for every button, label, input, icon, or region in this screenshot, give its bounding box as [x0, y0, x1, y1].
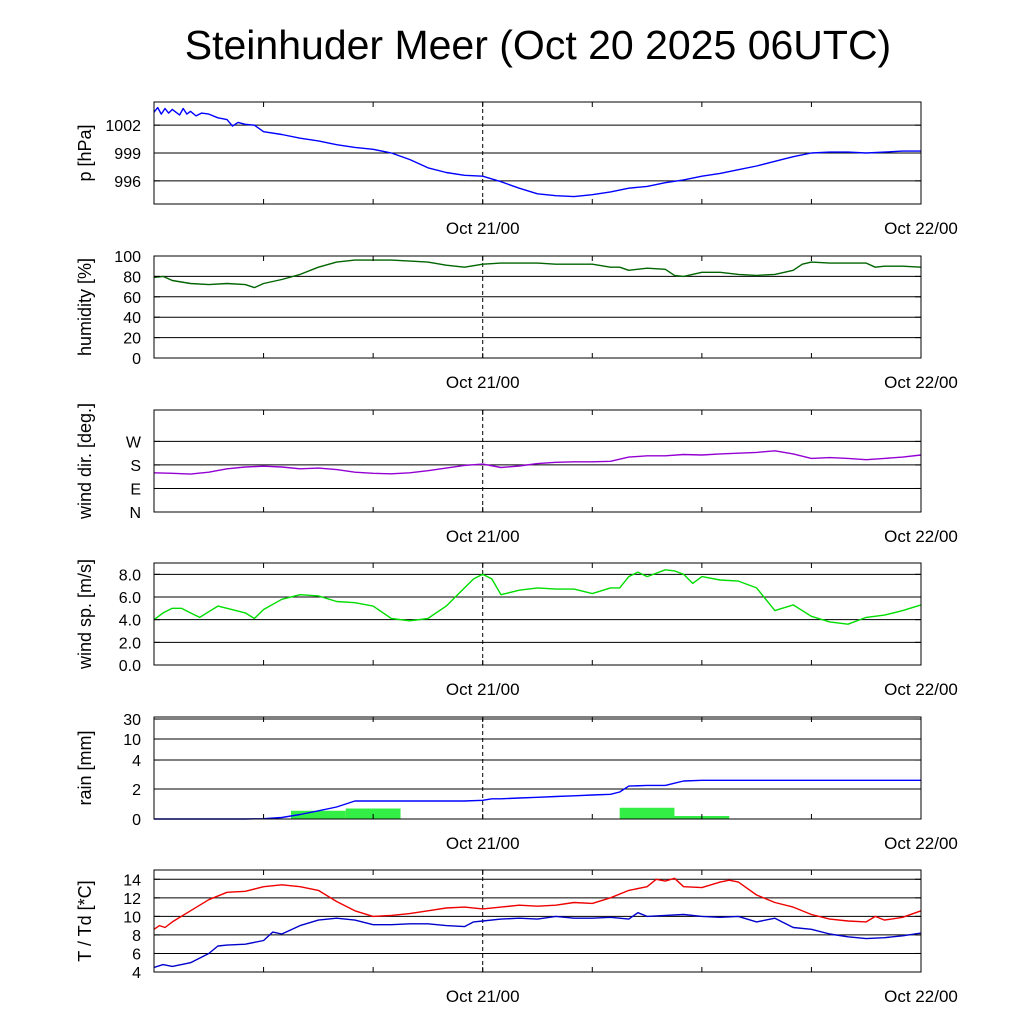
- y-tick-label: 20: [123, 331, 141, 348]
- panel-humidity: 0 20 40 60 80 100 Oct 21/00 Oct 22/00 humidity […: [75, 249, 958, 392]
- x-tick-label: Oct 21/00: [446, 987, 520, 1006]
- y-tick-label: 0: [132, 351, 141, 368]
- y-tick-label: 4.0: [119, 613, 141, 630]
- y-axis-label: wind dir. [deg.]: [75, 403, 95, 520]
- x-tick-label: Oct 22/00: [884, 834, 958, 853]
- y-tick-label: 14: [123, 872, 141, 889]
- plot-frame: [153, 255, 922, 359]
- y-tick-label: 12: [123, 891, 141, 908]
- x-tick-label: Oct 22/00: [884, 527, 958, 546]
- y-tick-label: 6: [132, 946, 141, 963]
- y-tick-label: N: [129, 505, 141, 522]
- y-tick-label: 2: [132, 782, 141, 799]
- chart-title: Steinhuder Meer (Oct 20 2025 06UTC): [184, 22, 892, 68]
- y-tick-label: 80: [123, 269, 141, 286]
- y-tick-label: 2.0: [119, 635, 141, 652]
- series-line-td: [153, 912, 922, 969]
- x-tick-label: Oct 22/00: [884, 219, 958, 238]
- panel-wind_speed: 0.0 2.0 4.0 6.0 8.0 Oct 21/00 Oct 22/00 wind sp…: [75, 559, 958, 699]
- y-tick-label: 60: [123, 290, 141, 307]
- plot-frame: [153, 562, 922, 666]
- x-tick-label: Oct 22/00: [884, 680, 958, 699]
- y-tick-label: 996: [114, 174, 141, 191]
- y-tick-label: 1002: [105, 118, 141, 135]
- y-tick-label: 0: [132, 812, 141, 829]
- y-tick-label: 10: [123, 909, 141, 926]
- y-tick-label: 999: [114, 146, 141, 163]
- y-tick-label: 4: [132, 965, 141, 982]
- y-axis-label: wind sp. [m/s]: [75, 559, 95, 670]
- rain-bar: [619, 807, 675, 819]
- y-tick-label: 100: [114, 249, 141, 266]
- rain-bar: [290, 810, 346, 819]
- x-tick-label: Oct 22/00: [884, 373, 958, 392]
- y-tick-label: 0.0: [119, 658, 141, 675]
- x-tick-label: Oct 21/00: [446, 680, 520, 699]
- y-tick-label: E: [130, 481, 141, 498]
- y-tick-label: 8.0: [119, 567, 141, 584]
- y-tick-label: 10: [123, 732, 141, 749]
- y-axis-label: p [hPa]: [75, 124, 95, 181]
- y-tick-label: 6.0: [119, 590, 141, 607]
- y-axis-label: humidity [%]: [75, 258, 95, 356]
- x-tick-label: Oct 21/00: [446, 219, 520, 238]
- panel-pressure: 996 999 1002 Oct 21/00 Oct 22/00 p [hPa]: [75, 101, 958, 238]
- series-line-wind-speed: [153, 569, 922, 625]
- y-axis-label: T / Td [*C]: [75, 880, 95, 961]
- x-tick-label: Oct 21/00: [446, 527, 520, 546]
- series-line-humidity: [153, 259, 922, 289]
- y-tick-label: 4: [132, 753, 141, 770]
- y-tick-label: 40: [123, 310, 141, 327]
- x-tick-label: Oct 21/00: [446, 834, 520, 853]
- series-line-pressure: [153, 106, 921, 198]
- series-line-t: [153, 877, 922, 930]
- x-tick-label: Oct 22/00: [884, 987, 958, 1006]
- panel-rain: 0 2 4 10 30 Oct 21/00 Oct 22/00 rain [mm]: [75, 712, 958, 853]
- series-line-wind-direction: [153, 450, 922, 475]
- y-tick-label: 30: [123, 712, 141, 729]
- y-tick-label: 8: [132, 928, 141, 945]
- x-tick-label: Oct 21/00: [446, 373, 520, 392]
- plot-frame: [153, 716, 922, 820]
- plot-frame: [153, 869, 922, 973]
- y-tick-label: S: [130, 458, 141, 475]
- rain-bar: [345, 808, 401, 819]
- y-tick-label: W: [126, 434, 142, 451]
- series-line-accumulated-rain: [154, 779, 921, 820]
- y-axis-label: rain [mm]: [75, 730, 95, 805]
- plot-frame: [153, 409, 922, 513]
